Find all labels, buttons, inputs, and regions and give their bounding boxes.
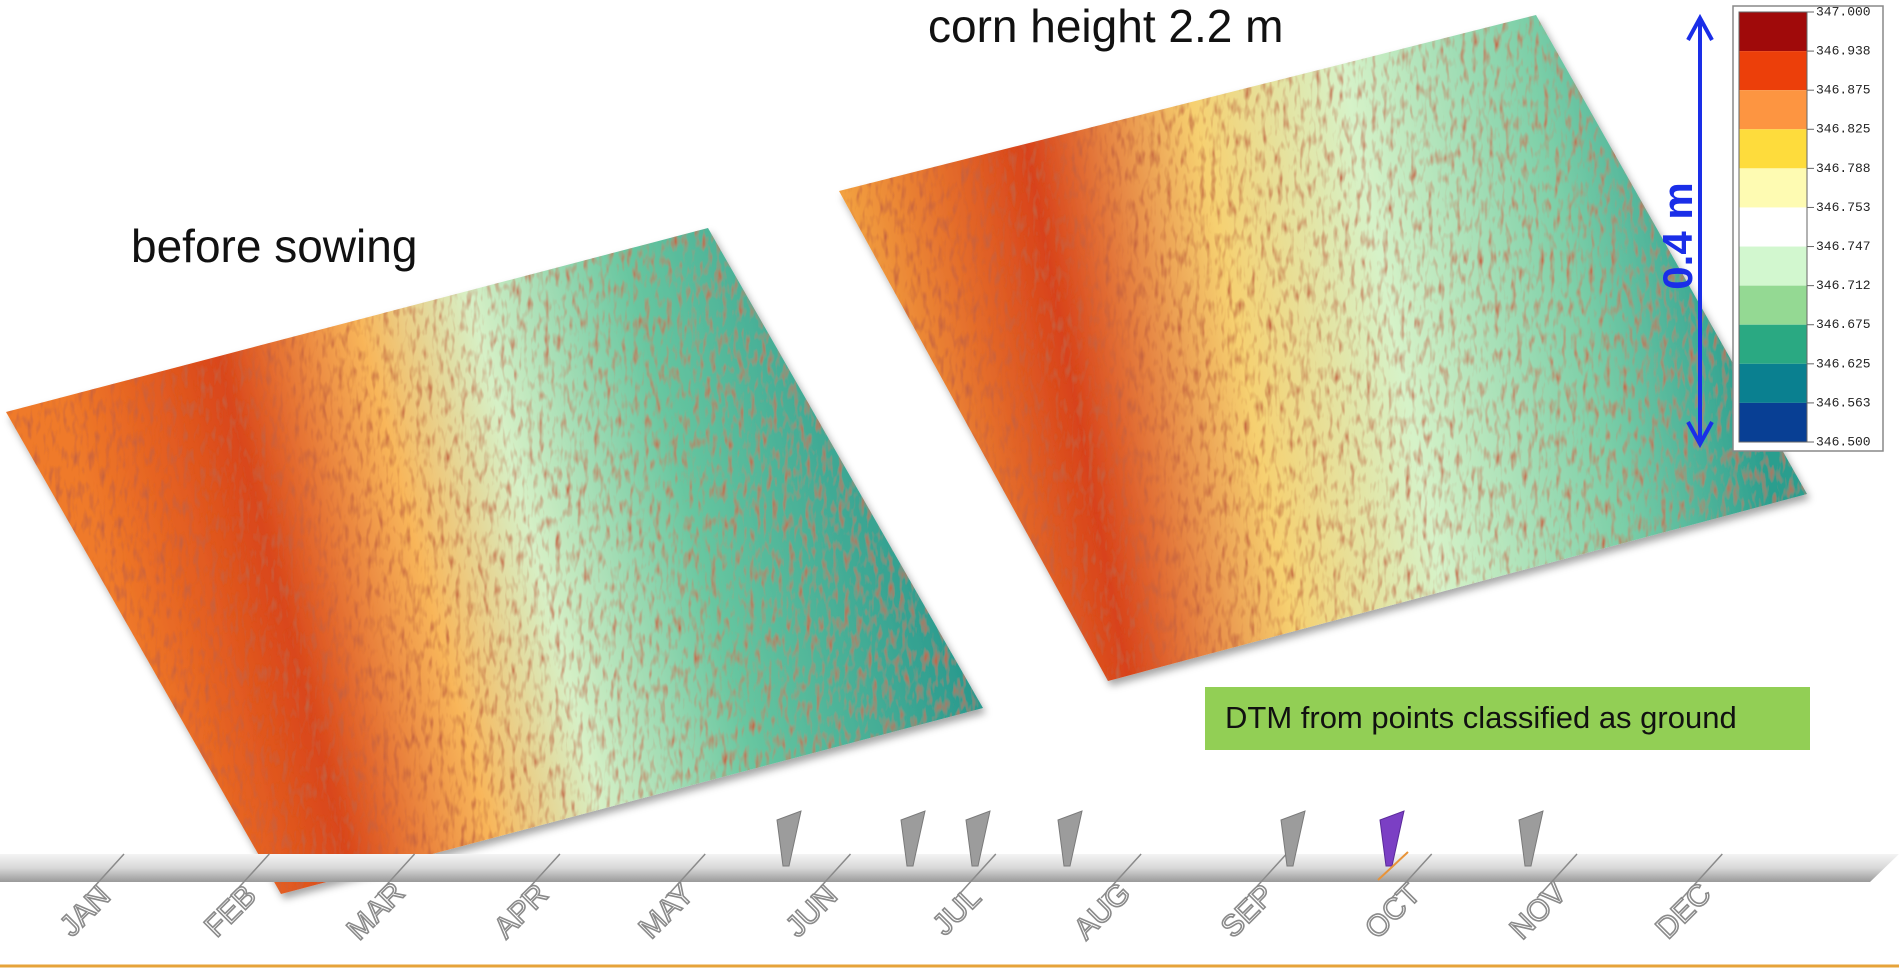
legend-swatch bbox=[1739, 246, 1807, 286]
scale-arrow bbox=[1686, 13, 1714, 449]
legend-swatch bbox=[1739, 324, 1807, 364]
legend-label: 347.000 bbox=[1816, 4, 1871, 19]
month-label: MAR bbox=[341, 876, 411, 946]
month-divider bbox=[1536, 853, 1578, 899]
month-label: FEB bbox=[198, 879, 263, 944]
legend-label: 346.747 bbox=[1816, 239, 1871, 254]
legend-swatch bbox=[1739, 12, 1807, 52]
month-label: APR bbox=[488, 878, 555, 945]
legend-swatch bbox=[1739, 90, 1807, 130]
legend-swatch bbox=[1739, 285, 1807, 325]
survey-flag bbox=[1280, 810, 1306, 867]
legend-swatch bbox=[1739, 402, 1807, 442]
panel-label: corn height 2.2 m bbox=[928, 0, 1283, 52]
legend-swatch bbox=[1739, 363, 1807, 403]
month-divider bbox=[1245, 853, 1287, 899]
timeline-bar bbox=[0, 854, 1899, 882]
month-label: SEP bbox=[1215, 878, 1281, 944]
legend-label: 346.825 bbox=[1816, 122, 1871, 137]
month-divider bbox=[809, 853, 852, 899]
legend-label: 346.938 bbox=[1816, 44, 1871, 59]
legend-label: 346.753 bbox=[1816, 200, 1871, 215]
legend-label: 346.675 bbox=[1816, 317, 1871, 332]
legend-swatch bbox=[1739, 207, 1807, 247]
legend-label: 346.625 bbox=[1816, 356, 1871, 371]
survey-flag bbox=[1057, 810, 1083, 867]
month-label: AUG bbox=[1068, 877, 1137, 946]
month-divider bbox=[83, 853, 125, 899]
legend-label: 346.712 bbox=[1816, 278, 1871, 293]
survey-flag bbox=[900, 810, 926, 867]
month-divider bbox=[1100, 853, 1142, 899]
legend-label: 346.875 bbox=[1816, 83, 1871, 98]
month-label: NOV bbox=[1504, 877, 1573, 946]
month-divider bbox=[1681, 853, 1723, 899]
surface bbox=[6, 228, 983, 894]
legend-swatch bbox=[1739, 168, 1807, 208]
month-label: OCT bbox=[1359, 877, 1427, 945]
panel-label: before sowing bbox=[131, 220, 417, 272]
scale-label: 0.4 m bbox=[1654, 182, 1701, 289]
flag-highlight bbox=[1377, 851, 1409, 881]
month-divider bbox=[1391, 853, 1433, 899]
month-label: JUL bbox=[927, 881, 988, 942]
month-label: DEC bbox=[1650, 877, 1718, 945]
note-text: DTM from points classified as ground bbox=[1225, 700, 1737, 735]
month-label: JAN bbox=[54, 880, 117, 943]
dtm-after bbox=[839, 15, 1807, 681]
legend-label: 346.563 bbox=[1816, 395, 1871, 410]
legend-swatch-frame bbox=[1738, 11, 1808, 443]
month-divider bbox=[955, 853, 997, 899]
month-divider bbox=[228, 853, 270, 899]
survey-flag bbox=[776, 810, 802, 867]
legend-label: 346.788 bbox=[1816, 161, 1871, 176]
month-label: JUN bbox=[779, 879, 844, 944]
month-divider bbox=[664, 853, 706, 899]
survey-flag bbox=[965, 810, 991, 867]
note-box bbox=[1205, 687, 1810, 750]
month-label: MAY bbox=[633, 877, 701, 945]
month-divider bbox=[519, 853, 561, 899]
survey-flag bbox=[1518, 810, 1544, 867]
legend-label: 346.500 bbox=[1816, 434, 1871, 449]
legend: 347.000 346.938 346.875 346.825 346.788 346.7… bbox=[1732, 4, 1884, 452]
legend-swatch bbox=[1739, 51, 1807, 91]
dtm-before bbox=[6, 228, 983, 894]
month-divider bbox=[374, 853, 416, 899]
legend-swatch bbox=[1739, 129, 1807, 169]
surface bbox=[839, 15, 1807, 681]
